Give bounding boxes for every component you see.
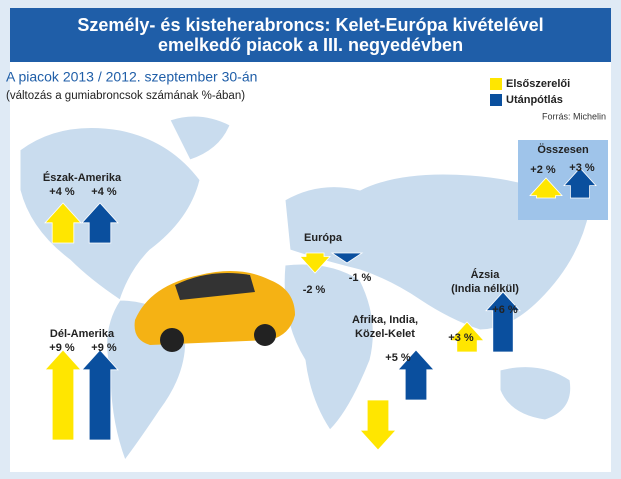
value-label: +5 %	[385, 352, 411, 364]
total-box	[518, 140, 608, 220]
region-label: Közel-Kelet	[355, 328, 415, 340]
legend-swatch	[490, 94, 502, 106]
value-label: -2 %	[303, 284, 326, 296]
arrow	[299, 252, 331, 274]
value-label: +4 %	[91, 186, 117, 198]
arrow	[449, 321, 485, 353]
arrow	[563, 167, 597, 199]
legend-swatch	[490, 78, 502, 90]
legend-label: Elsőszerelői	[506, 78, 570, 90]
region-label: Európa	[304, 232, 343, 244]
arrow	[44, 349, 82, 441]
arrow	[485, 291, 521, 353]
value-label: -1 %	[349, 272, 372, 284]
arrow	[397, 349, 435, 401]
region-label: Afrika, India,	[352, 314, 418, 326]
title: Személy- és kisteherabroncs: Kelet-Európ…	[10, 8, 611, 62]
region-label: Észak-Amerika	[43, 171, 122, 184]
arrow	[529, 177, 563, 199]
region-label: Dél-Amerika	[50, 328, 115, 340]
legend-label: Utánpótlás	[506, 94, 563, 106]
value-label: +9 %	[49, 342, 75, 354]
region-label: Összesen	[537, 143, 589, 156]
arrow	[44, 202, 82, 244]
value-label: +4 %	[49, 186, 75, 198]
value-label: +3 %	[569, 162, 595, 174]
region-label: (India nélkül)	[451, 283, 519, 295]
region-label: Ázsia	[471, 268, 501, 281]
value-label: +2 %	[530, 164, 556, 176]
value-label: +9 %	[91, 342, 117, 354]
arrow	[359, 399, 397, 451]
note: (változás a gumiabroncsok számának %-ába…	[6, 90, 245, 102]
arrow	[81, 349, 119, 441]
arrow	[330, 252, 364, 264]
subtitle: A piacok 2013 / 2012. szeptember 30-án	[6, 69, 257, 85]
value-label: +6 %	[492, 304, 518, 316]
car	[134, 271, 295, 352]
source: Forrás: Michelin	[542, 111, 606, 121]
arrow	[81, 202, 119, 244]
value-label: +3 %	[448, 332, 474, 344]
